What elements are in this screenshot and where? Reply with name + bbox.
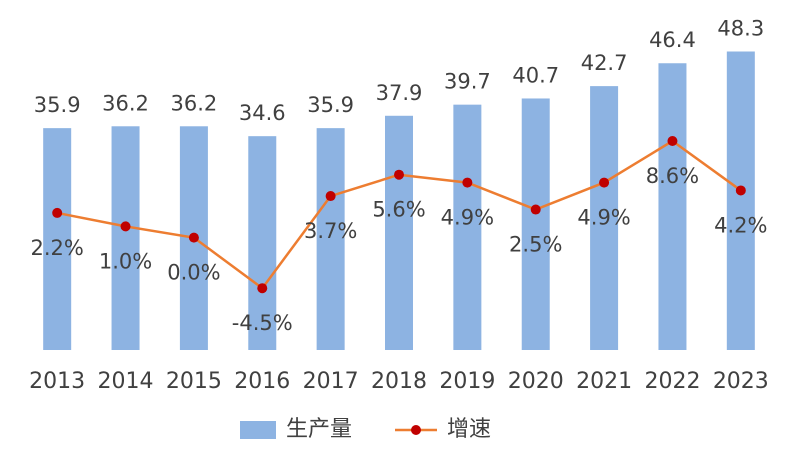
line-marker [257, 283, 268, 294]
bar-value-label: 42.7 [581, 51, 628, 75]
x-tick-label: 2021 [576, 369, 632, 394]
bar [111, 126, 140, 350]
line-marker [188, 232, 199, 243]
line-value-label: 3.7% [304, 219, 357, 243]
x-tick-label: 2014 [98, 369, 154, 394]
x-tick-label: 2017 [303, 369, 359, 394]
line-value-label: 2.5% [509, 233, 562, 257]
bar [658, 63, 687, 351]
x-tick-label: 2022 [644, 369, 700, 394]
line-marker [599, 177, 610, 188]
bar-value-label: 48.3 [717, 17, 764, 41]
bar-value-label: 35.9 [34, 93, 81, 117]
line-value-label: -4.5% [232, 311, 293, 335]
bar [43, 128, 72, 350]
line-value-label: 8.6% [646, 164, 699, 188]
x-tick-label: 2019 [439, 369, 495, 394]
legend-label: 生产量 [286, 417, 352, 442]
x-tick-label: 2018 [371, 369, 427, 394]
x-tick-label: 2023 [713, 369, 769, 394]
line-value-label: 4.9% [577, 206, 630, 230]
line-marker [120, 221, 131, 232]
line-marker [667, 136, 678, 147]
line-marker [394, 169, 404, 180]
x-tick-label: 2013 [29, 369, 85, 394]
legend-marker [411, 425, 421, 435]
bar-value-label: 46.4 [649, 28, 696, 52]
x-tick-label: 2020 [508, 369, 564, 394]
bar [316, 128, 345, 350]
line-value-label: 4.9% [441, 206, 494, 230]
bar [726, 51, 755, 350]
bar [453, 104, 482, 351]
bar-value-label: 36.2 [171, 91, 218, 115]
legend-label: 增速 [447, 417, 491, 442]
legend-swatch [240, 421, 276, 439]
line-value-label: 4.2% [714, 213, 767, 237]
bar [248, 136, 277, 350]
line-marker [52, 207, 63, 218]
bar-value-label: 35.9 [307, 93, 354, 117]
bar-value-label: 37.9 [376, 81, 423, 105]
bar [385, 115, 413, 350]
line-marker [530, 204, 541, 215]
line-value-label: 0.0% [167, 261, 220, 285]
x-tick-label: 2015 [166, 369, 222, 394]
bar [590, 86, 619, 350]
line-value-label: 2.2% [31, 236, 84, 260]
line-value-label: 5.6% [372, 198, 425, 222]
bar [521, 98, 550, 350]
line-marker [325, 191, 336, 202]
bar-value-label: 40.7 [512, 63, 559, 87]
line-marker [735, 185, 746, 196]
line-value-label: 1.0% [99, 249, 152, 273]
line-marker [462, 177, 473, 188]
bar-value-label: 36.2 [102, 91, 149, 115]
x-tick-label: 2016 [234, 369, 290, 394]
bar-value-label: 39.7 [444, 70, 491, 94]
bar-value-label: 34.6 [239, 101, 286, 125]
